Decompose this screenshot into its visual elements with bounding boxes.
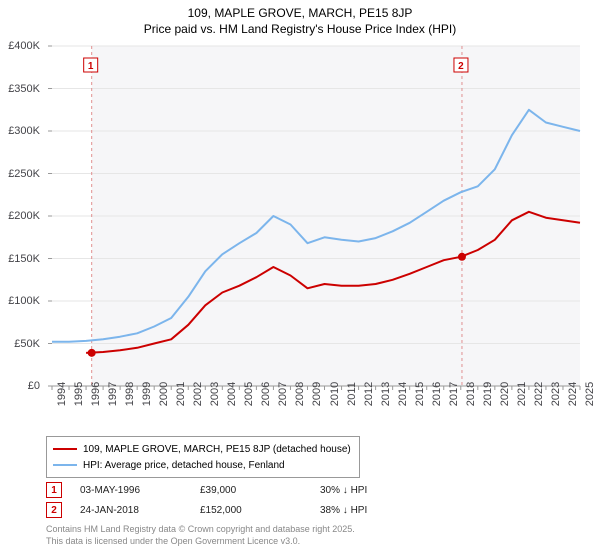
y-tick-label: £350K [0,83,40,95]
sale-price: £152,000 [200,505,320,516]
legend-item: HPI: Average price, detached house, Fenl… [53,457,353,473]
y-tick-label: £400K [0,40,40,52]
x-tick-label: 2003 [209,382,221,406]
x-tick-label: 2022 [533,382,545,406]
x-tick-label: 2004 [226,382,238,406]
sale-date: 03-MAY-1996 [80,485,200,496]
x-tick-label: 2001 [175,382,187,406]
footer-attribution: Contains HM Land Registry data © Crown c… [46,524,355,547]
y-tick-label: £250K [0,168,40,180]
x-tick-label: 2018 [465,382,477,406]
legend: 109, MAPLE GROVE, MARCH, PE15 8JP (detac… [46,436,360,478]
y-tick-label: £300K [0,125,40,137]
x-tick-label: 2002 [192,382,204,406]
sale-row: 1 03-MAY-1996 £39,000 30% ↓ HPI [46,480,440,500]
x-tick-label: 2005 [243,382,255,406]
footer-line1: Contains HM Land Registry data © Crown c… [46,524,355,536]
legend-swatch [53,448,77,450]
x-tick-label: 2013 [380,382,392,406]
x-tick-label: 1996 [90,382,102,406]
y-tick-label: £100K [0,295,40,307]
x-tick-label: 2021 [516,382,528,406]
sale-marker-icon: 1 [46,482,62,498]
legend-label: HPI: Average price, detached house, Fenl… [83,460,285,471]
chart-title-line1: 109, MAPLE GROVE, MARCH, PE15 8JP [0,0,600,20]
x-tick-label: 2012 [363,382,375,406]
sale-diff: 38% ↓ HPI [320,505,440,516]
sales-table: 1 03-MAY-1996 £39,000 30% ↓ HPI 2 24-JAN… [46,480,440,520]
sale-diff: 30% ↓ HPI [320,485,440,496]
x-tick-label: 2019 [482,382,494,406]
x-tick-label: 1995 [73,382,85,406]
y-tick-label: £200K [0,210,40,222]
sale-date: 24-JAN-2018 [80,505,200,516]
x-tick-label: 2016 [431,382,443,406]
chart-title-line2: Price paid vs. HM Land Registry's House … [0,20,600,36]
x-tick-label: 1998 [124,382,136,406]
legend-label: 109, MAPLE GROVE, MARCH, PE15 8JP (detac… [83,444,351,455]
chart-svg: 12 [46,42,586,390]
x-tick-label: 2007 [277,382,289,406]
x-tick-label: 2020 [499,382,511,406]
x-tick-label: 1994 [56,382,68,406]
svg-text:2: 2 [458,61,464,72]
x-tick-label: 2017 [448,382,460,406]
y-tick-label: £150K [0,253,40,265]
chart-plot-area: 12 [46,42,586,390]
y-tick-label: £0 [0,380,40,392]
sale-price: £39,000 [200,485,320,496]
x-tick-label: 2009 [311,382,323,406]
svg-text:1: 1 [88,61,94,72]
x-tick-label: 1997 [107,382,119,406]
x-tick-label: 2023 [550,382,562,406]
legend-swatch [53,464,77,466]
x-tick-label: 2000 [158,382,170,406]
sale-marker-icon: 2 [46,502,62,518]
y-tick-label: £50K [0,338,40,350]
x-tick-label: 2006 [260,382,272,406]
x-tick-label: 2011 [346,382,358,406]
sale-row: 2 24-JAN-2018 £152,000 38% ↓ HPI [46,500,440,520]
x-tick-label: 2015 [414,382,426,406]
footer-line2: This data is licensed under the Open Gov… [46,536,355,548]
x-tick-label: 2024 [567,382,579,406]
x-tick-label: 2008 [294,382,306,406]
x-tick-label: 2010 [329,382,341,406]
x-tick-label: 2014 [397,382,409,406]
x-tick-label: 1999 [141,382,153,406]
legend-item: 109, MAPLE GROVE, MARCH, PE15 8JP (detac… [53,441,353,457]
x-tick-label: 2025 [584,382,596,406]
